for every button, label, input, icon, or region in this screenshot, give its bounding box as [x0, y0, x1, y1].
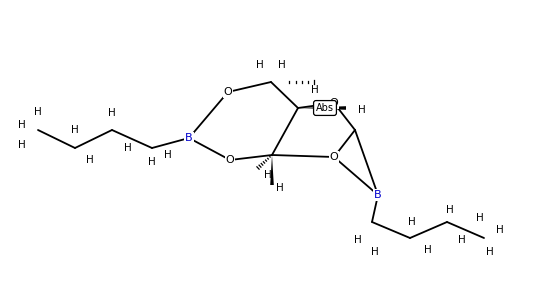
Text: B: B — [374, 190, 382, 200]
Text: H: H — [18, 140, 26, 150]
Text: H: H — [446, 205, 454, 215]
Text: Abs: Abs — [316, 103, 334, 113]
Text: H: H — [311, 85, 319, 95]
Text: H: H — [486, 247, 494, 257]
Text: H: H — [264, 170, 272, 180]
Text: H: H — [276, 183, 284, 193]
Text: H: H — [34, 107, 42, 117]
Text: H: H — [71, 125, 79, 135]
Text: H: H — [408, 217, 416, 227]
Text: H: H — [148, 157, 156, 167]
Text: H: H — [458, 235, 466, 245]
Polygon shape — [298, 106, 346, 110]
Text: O: O — [223, 87, 232, 97]
Text: B: B — [185, 133, 193, 143]
Text: H: H — [358, 105, 366, 115]
Text: H: H — [108, 108, 116, 118]
Text: H: H — [18, 120, 26, 130]
Text: H: H — [86, 155, 94, 165]
Text: H: H — [124, 143, 132, 153]
Text: H: H — [371, 247, 379, 257]
Text: H: H — [496, 225, 504, 235]
Text: O: O — [329, 152, 338, 162]
Text: H: H — [278, 60, 286, 70]
Text: H: H — [476, 213, 484, 223]
Text: H: H — [164, 150, 172, 160]
Polygon shape — [270, 155, 274, 185]
Text: H: H — [256, 60, 264, 70]
Text: H: H — [424, 245, 432, 255]
Text: O: O — [226, 155, 234, 165]
Text: O: O — [329, 98, 338, 108]
Text: H: H — [354, 235, 362, 245]
